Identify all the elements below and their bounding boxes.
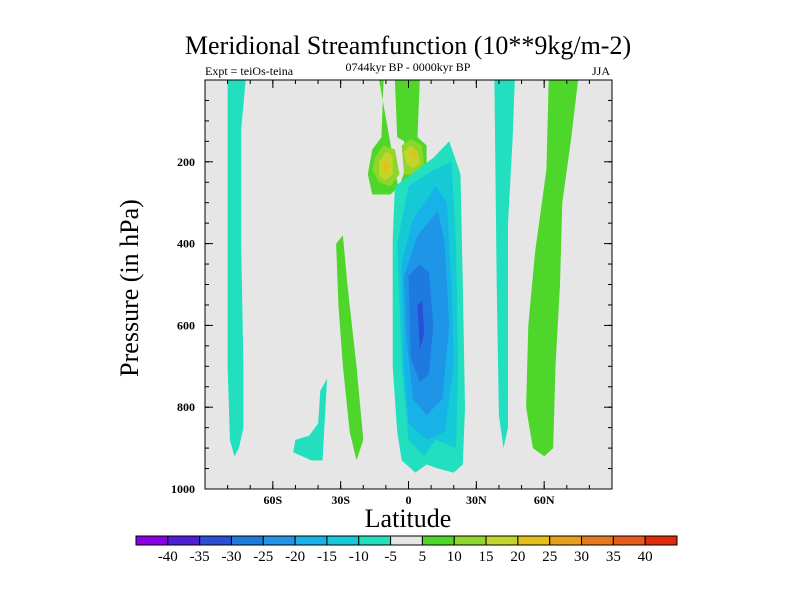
contour-region-6 xyxy=(381,159,391,175)
y-axis-label: Pressure (in hPa) xyxy=(115,199,144,377)
experiment-label: Expt = teiOs-teina xyxy=(205,64,294,78)
y-tick-label-2: 600 xyxy=(177,318,195,332)
colorbar-label-1: -35 xyxy=(190,549,210,565)
colorbar-label-7: -5 xyxy=(384,549,397,565)
contour-region-5 xyxy=(404,145,420,168)
contour-region-15 xyxy=(417,300,425,350)
colorbar-swatch-11 xyxy=(485,535,519,546)
colorbar-swatch-7 xyxy=(358,535,392,546)
x-tick-label-3: 30N xyxy=(466,493,487,507)
colorbar-label-13: 30 xyxy=(574,549,589,565)
x-tick-label-4: 60N xyxy=(534,493,555,507)
contour-region-8 xyxy=(336,235,364,461)
contour-region-16 xyxy=(494,80,515,449)
colorbar-label-9: 10 xyxy=(447,549,462,565)
colorbar-swatch-0 xyxy=(135,535,169,546)
colorbar-label-6: -10 xyxy=(349,549,369,565)
y-tick-label-0: 200 xyxy=(177,155,195,169)
colorbar-label-14: 35 xyxy=(606,549,621,565)
x-tick-label-0: 60S xyxy=(263,493,282,507)
colorbar-swatch-9 xyxy=(421,535,455,546)
colorbar-swatch-5 xyxy=(294,535,328,546)
colorbar-label-8: 5 xyxy=(419,549,427,565)
colorbar-swatch-16 xyxy=(644,535,678,546)
colorbar-label-5: -15 xyxy=(317,549,337,565)
colorbar-swatch-10 xyxy=(453,535,487,546)
contour-layer xyxy=(227,80,579,473)
colorbar-label-2: -30 xyxy=(221,549,241,565)
contour-region-17 xyxy=(526,80,579,457)
y-tick-label-1: 400 xyxy=(177,237,195,251)
colorbar-swatch-8 xyxy=(390,535,423,546)
colorbar-label-10: 15 xyxy=(479,549,494,565)
x-axis-label: Latitude xyxy=(365,504,452,533)
colorbar-label-4: -20 xyxy=(285,549,305,565)
contour-region-0 xyxy=(227,80,246,457)
colorbar-label-0: -40 xyxy=(158,549,178,565)
colorbar-swatch-15 xyxy=(612,535,646,546)
chart-title: Meridional Streamfunction (10**9kg/m-2) xyxy=(185,31,631,60)
colorbar-label-12: 25 xyxy=(542,549,557,565)
colorbar-swatch-12 xyxy=(517,535,551,546)
colorbar-swatch-3 xyxy=(230,535,264,546)
period-label: 0744kyr BP - 0000kyr BP xyxy=(346,60,471,74)
colorbar-label-11: 20 xyxy=(510,549,525,565)
season-label: JJA xyxy=(592,64,610,78)
colorbar-swatch-4 xyxy=(262,535,296,546)
colorbar-label-3: -25 xyxy=(253,549,273,565)
colorbar-swatch-6 xyxy=(326,535,360,546)
colorbar: -40 -35 -30 -25 -20 -15 -10 -5 5 10 15 20 25 30 35 40 xyxy=(135,535,678,565)
x-tick-label-1: 30S xyxy=(331,493,350,507)
colorbar-swatch-13 xyxy=(549,535,583,546)
x-tick-label-2: 0 xyxy=(406,493,412,507)
contour-region-9 xyxy=(293,378,328,461)
colorbar-swatch-1 xyxy=(167,535,201,546)
colorbar-swatch-14 xyxy=(581,535,614,546)
colorbar-label-15: 40 xyxy=(638,549,653,565)
y-tick-label-3: 800 xyxy=(177,400,195,414)
axis-ticks: 60S 30S 0 30N 60N 200 400 600 800 1000 xyxy=(171,79,613,507)
colorbar-swatch-2 xyxy=(199,535,232,546)
contour-region-7 xyxy=(410,149,418,160)
y-tick-label-4: 1000 xyxy=(171,482,195,496)
